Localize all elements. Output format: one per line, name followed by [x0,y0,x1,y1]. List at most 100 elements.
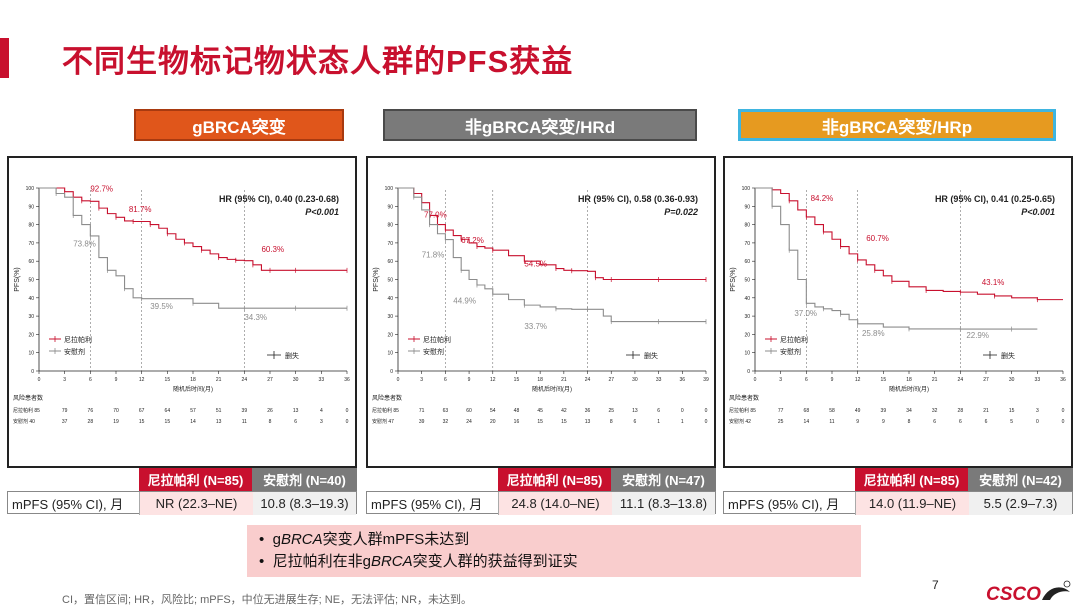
y-tick-label: 70 [387,241,393,247]
risk-count: 64 [165,408,171,414]
x-tick-label: 33 [319,377,325,383]
risk-count: 28 [88,419,94,425]
risk-count: 13 [293,408,299,414]
x-tick-label: 21 [932,377,938,383]
table-header-placebo: 安慰剂 (N=47) [611,468,716,491]
risk-count: 11 [829,419,834,425]
y-tick-label: 70 [744,241,750,247]
mpfs-table-1: 尼拉帕利 (N=85) 安慰剂 (N=40) mPFS (95% CI), 月 … [7,468,357,515]
risk-count: 6 [634,419,637,425]
table-header-niraparib: 尼拉帕利 (N=85) [498,468,611,491]
survival-rate-label: 22.9% [966,331,989,340]
header-non-gbrca-hrp: 非gBRCA突变/HRp [738,109,1056,141]
risk-count: 3 [1036,408,1039,414]
y-tick-label: 90 [28,204,34,210]
risk-count: 13 [216,419,222,425]
x-tick-label: 0 [754,377,757,383]
km-chart-panel-2: 0 10 20 30 40 50 60 70 80 90 100 0 3 6 9 12 15 18 21 24 27 30… [366,156,716,468]
risk-count: 71 [419,408,425,414]
table-row-label: mPFS (95% CI), 月 [724,492,856,515]
risk-count: 45 [537,408,543,414]
csco-logo: CSCO [986,580,1071,605]
risk-count: 51 [216,408,222,414]
x-axis-label: 随机后时间(月) [532,385,572,393]
risk-count: 70 [113,408,119,414]
y-tick-label: 50 [28,278,34,284]
risk-count: 0 [1062,408,1065,414]
risk-count: 49 [855,408,861,414]
risk-count: 0 [346,419,349,425]
risk-count: 16 [514,419,520,425]
risk-count: 60 [466,408,472,414]
y-tick-label: 80 [387,223,393,229]
risk-table-title: 风险患者数 [729,394,759,402]
risk-count: 4 [320,408,323,414]
risk-row-label: 尼拉帕利 85 [13,407,40,414]
risk-count: 13 [585,419,591,425]
x-tick-label: 3 [420,377,423,383]
table-value-placebo: 5.5 (2.9–7.3) [969,492,1072,515]
y-tick-label: 60 [744,259,750,265]
km-curve-placebo [398,187,706,323]
risk-count: 0 [1062,419,1065,425]
y-axis-label: PFS(%) [373,267,380,292]
risk-count: 0 [1036,419,1039,425]
risk-count: 25 [778,419,784,425]
y-tick-label: 80 [744,223,750,229]
risk-count: 37 [62,419,68,425]
x-tick-label: 27 [608,377,614,383]
risk-count: 11 [242,419,247,425]
x-tick-label: 27 [983,377,989,383]
hr-text: HR (95% CI), 0.41 (0.25-0.65) [935,194,1055,204]
risk-count: 34 [906,408,912,414]
survival-rate-label: 34.3% [244,313,267,322]
risk-row-label: 尼拉帕利 85 [729,407,756,414]
legend-label-niraparib: 尼拉帕利 [64,335,92,344]
finding-bullet-1: • gBRCA突变人群mPFS未达到 [259,531,470,548]
table-header-niraparib: 尼拉帕利 (N=85) [139,468,252,491]
x-tick-label: 36 [680,377,686,383]
y-tick-label: 80 [28,223,34,229]
x-tick-label: 24 [585,377,591,383]
table-value-placebo: 10.8 (8.3–19.3) [253,492,356,515]
bullet-1-italic: BRCA [280,531,323,548]
risk-row-label: 尼拉帕利 85 [372,407,399,414]
x-tick-label: 18 [537,377,543,383]
survival-rate-label: 39.5% [150,302,173,311]
x-tick-label: 39 [703,377,709,383]
x-tick-label: 24 [242,377,248,383]
x-tick-label: 21 [561,377,567,383]
risk-count: 0 [346,408,349,414]
mpfs-table-3: 尼拉帕利 (N=85) 安慰剂 (N=42) mPFS (95% CI), 月 … [723,468,1073,515]
x-tick-label: 12 [139,377,145,383]
risk-count: 28 [958,408,964,414]
y-tick-label: 40 [387,296,393,302]
table-value-niraparib: 14.0 (11.9–NE) [856,492,969,515]
p-value-text: P<0.001 [1021,207,1055,217]
y-tick-label: 20 [28,332,34,338]
risk-count: 68 [804,408,810,414]
km-curve-placebo [39,187,347,309]
y-tick-label: 0 [31,369,34,375]
risk-count: 1 [657,419,660,425]
table-blank-cell [366,468,498,491]
x-tick-label: 36 [1060,377,1066,383]
legend-label-niraparib: 尼拉帕利 [423,335,451,344]
risk-count: 42 [561,408,567,414]
title-accent-bar [0,38,9,78]
risk-count: 25 [608,408,614,414]
risk-count: 20 [490,419,496,425]
risk-count: 9 [882,419,885,425]
table-blank-cell [723,468,855,491]
y-tick-label: 10 [28,351,34,357]
risk-count: 6 [959,419,962,425]
p-value-text: P<0.001 [305,207,339,217]
y-tick-label: 60 [28,259,34,265]
y-tick-label: 20 [387,332,393,338]
y-tick-label: 30 [28,314,34,320]
risk-count: 6 [933,419,936,425]
risk-count: 0 [705,419,708,425]
footnote: CI，置信区间; HR，风险比; mPFS，中位无进展生存; NE，无法评估; … [62,594,473,606]
